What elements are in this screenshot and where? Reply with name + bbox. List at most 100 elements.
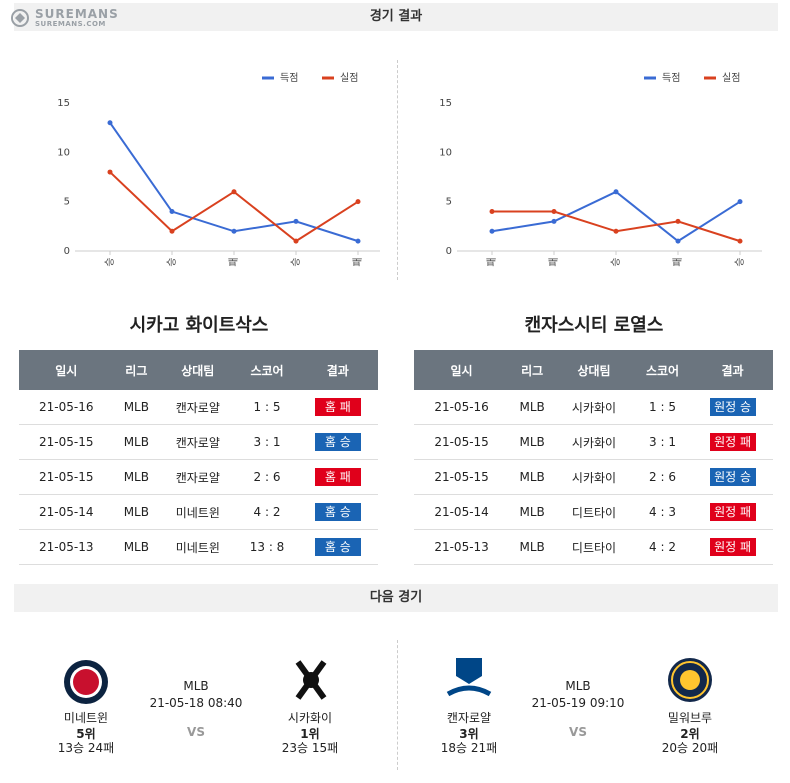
date: 21-05-16 bbox=[19, 390, 114, 425]
score: 4 : 2 bbox=[236, 494, 298, 530]
row: 21-05-16 MLB 시카화이 1 : 5 원정 승 bbox=[414, 390, 773, 425]
row: 21-05-13 MLB 디트타이 4 : 2 원정 패 bbox=[414, 529, 773, 565]
result: 원정 승 bbox=[692, 390, 773, 425]
date: 21-05-13 bbox=[19, 529, 114, 565]
team-title: 시카고 화이트삭스 bbox=[129, 315, 269, 336]
team-rank: 1위 bbox=[300, 727, 320, 741]
logo: SUREMANS SUREMANS.COM bbox=[10, 8, 119, 28]
divider bbox=[397, 60, 398, 280]
x-tick-label: 패 bbox=[672, 257, 684, 266]
league: MLB bbox=[113, 459, 160, 495]
row: 21-05-15 MLB 시카화이 2 : 6 원정 승 bbox=[414, 459, 773, 495]
league: MLB bbox=[565, 679, 591, 693]
point bbox=[737, 199, 743, 205]
game-time: 21-05-19 09:10 bbox=[531, 696, 625, 710]
next-bar: 다음 경기 bbox=[14, 584, 778, 612]
next-title: 다음 경기 bbox=[369, 590, 423, 605]
opponent: 시카화이 bbox=[555, 424, 633, 460]
team-name: 미네트윈 bbox=[63, 711, 109, 725]
result-badge: 홈 패 bbox=[314, 398, 361, 416]
row: 21-05-14 MLB 디트타이 4 : 3 원정 패 bbox=[414, 494, 773, 530]
point bbox=[355, 199, 361, 205]
y-tick-label: 0 bbox=[446, 246, 452, 257]
result-badge: 원정 승 bbox=[709, 468, 756, 486]
point bbox=[107, 120, 113, 126]
team-logo bbox=[64, 660, 108, 704]
row: 21-05-16 MLB 캔자로얄 1 : 5 홈 패 bbox=[19, 390, 378, 425]
y-tick-label: 15 bbox=[57, 98, 70, 109]
header-row: 일시 리그 상대팀 스코어 결과 bbox=[19, 350, 378, 390]
score: 2 : 6 bbox=[236, 459, 298, 495]
team-rank: 2위 bbox=[680, 727, 700, 741]
result: 원정 패 bbox=[692, 424, 773, 460]
y-tick-label: 0 bbox=[64, 246, 70, 257]
logo-text: SUREMANS bbox=[35, 7, 119, 21]
series-line bbox=[109, 122, 359, 243]
team-logo bbox=[295, 660, 327, 700]
result: 홈 패 bbox=[297, 390, 378, 425]
opponent: 미네트윈 bbox=[159, 529, 237, 565]
date: 21-05-15 bbox=[414, 424, 510, 460]
vs: VS bbox=[187, 725, 205, 739]
date: 21-05-15 bbox=[19, 459, 114, 495]
vs: VS bbox=[569, 725, 587, 739]
result: 원정 패 bbox=[692, 529, 773, 565]
logo-icon bbox=[11, 9, 29, 27]
row: 21-05-15 MLB 캔자로얄 2 : 6 홈 패 bbox=[19, 459, 378, 495]
row: 21-05-15 MLB 시카화이 3 : 1 원정 패 bbox=[414, 424, 773, 460]
game-time: 21-05-18 08:40 bbox=[149, 696, 243, 710]
x-tick-label: 승 bbox=[610, 257, 622, 266]
point bbox=[231, 228, 237, 234]
league: MLB bbox=[509, 494, 556, 530]
y-tick-label: 5 bbox=[446, 197, 452, 208]
date: 21-05-16 bbox=[414, 390, 510, 425]
opponent: 시카화이 bbox=[555, 459, 633, 495]
column-header: 리그 bbox=[113, 350, 160, 390]
date: 21-05-15 bbox=[19, 424, 114, 460]
result: 원정 승 bbox=[692, 459, 773, 495]
y-tick-label: 10 bbox=[57, 147, 70, 158]
result-badge: 원정 승 bbox=[709, 398, 756, 416]
x-tick-label: 승 bbox=[166, 257, 178, 266]
point bbox=[231, 189, 237, 195]
legend-label: 실점 bbox=[340, 72, 358, 84]
league: MLB bbox=[113, 424, 160, 460]
y-tick-label: 10 bbox=[439, 147, 452, 158]
opponent: 디트타이 bbox=[555, 529, 633, 565]
opponent: 캔자로얄 bbox=[159, 459, 237, 495]
column-header: 스코어 bbox=[632, 350, 693, 390]
team-rank: 3위 bbox=[459, 727, 479, 741]
score: 4 : 3 bbox=[632, 494, 693, 530]
chart: 0 5 10 15 승 승 패 승 패 득점 실점 bbox=[57, 72, 380, 267]
point bbox=[675, 218, 681, 224]
league: MLB bbox=[183, 679, 209, 693]
header-bar: 경기 결과 bbox=[14, 3, 778, 31]
y-tick-label: 15 bbox=[439, 98, 452, 109]
score: 2 : 6 bbox=[632, 459, 693, 495]
score: 3 : 1 bbox=[236, 424, 298, 460]
point bbox=[293, 238, 299, 244]
date: 21-05-15 bbox=[414, 459, 510, 495]
x-tick-label: 승 bbox=[104, 257, 116, 266]
league: MLB bbox=[113, 529, 160, 565]
team-name: 캔자로얄 bbox=[446, 711, 492, 725]
team-name: 시카화이 bbox=[287, 711, 333, 725]
result: 홈 승 bbox=[297, 494, 378, 530]
score: 3 : 1 bbox=[632, 424, 693, 460]
opponent: 디트타이 bbox=[555, 494, 633, 530]
point bbox=[551, 209, 557, 215]
result-badge: 원정 패 bbox=[709, 503, 756, 521]
result-badge: 홈 패 bbox=[314, 468, 361, 486]
league: MLB bbox=[113, 390, 160, 425]
team-logo bbox=[668, 658, 712, 702]
point bbox=[169, 228, 175, 234]
league: MLB bbox=[509, 529, 556, 565]
column-header: 스코어 bbox=[236, 350, 298, 390]
x-tick-label: 패 bbox=[352, 257, 364, 266]
column-header: 상대팀 bbox=[555, 350, 633, 390]
score: 4 : 2 bbox=[632, 529, 693, 565]
score: 1 : 5 bbox=[632, 390, 693, 425]
column-header: 결과 bbox=[692, 350, 773, 390]
